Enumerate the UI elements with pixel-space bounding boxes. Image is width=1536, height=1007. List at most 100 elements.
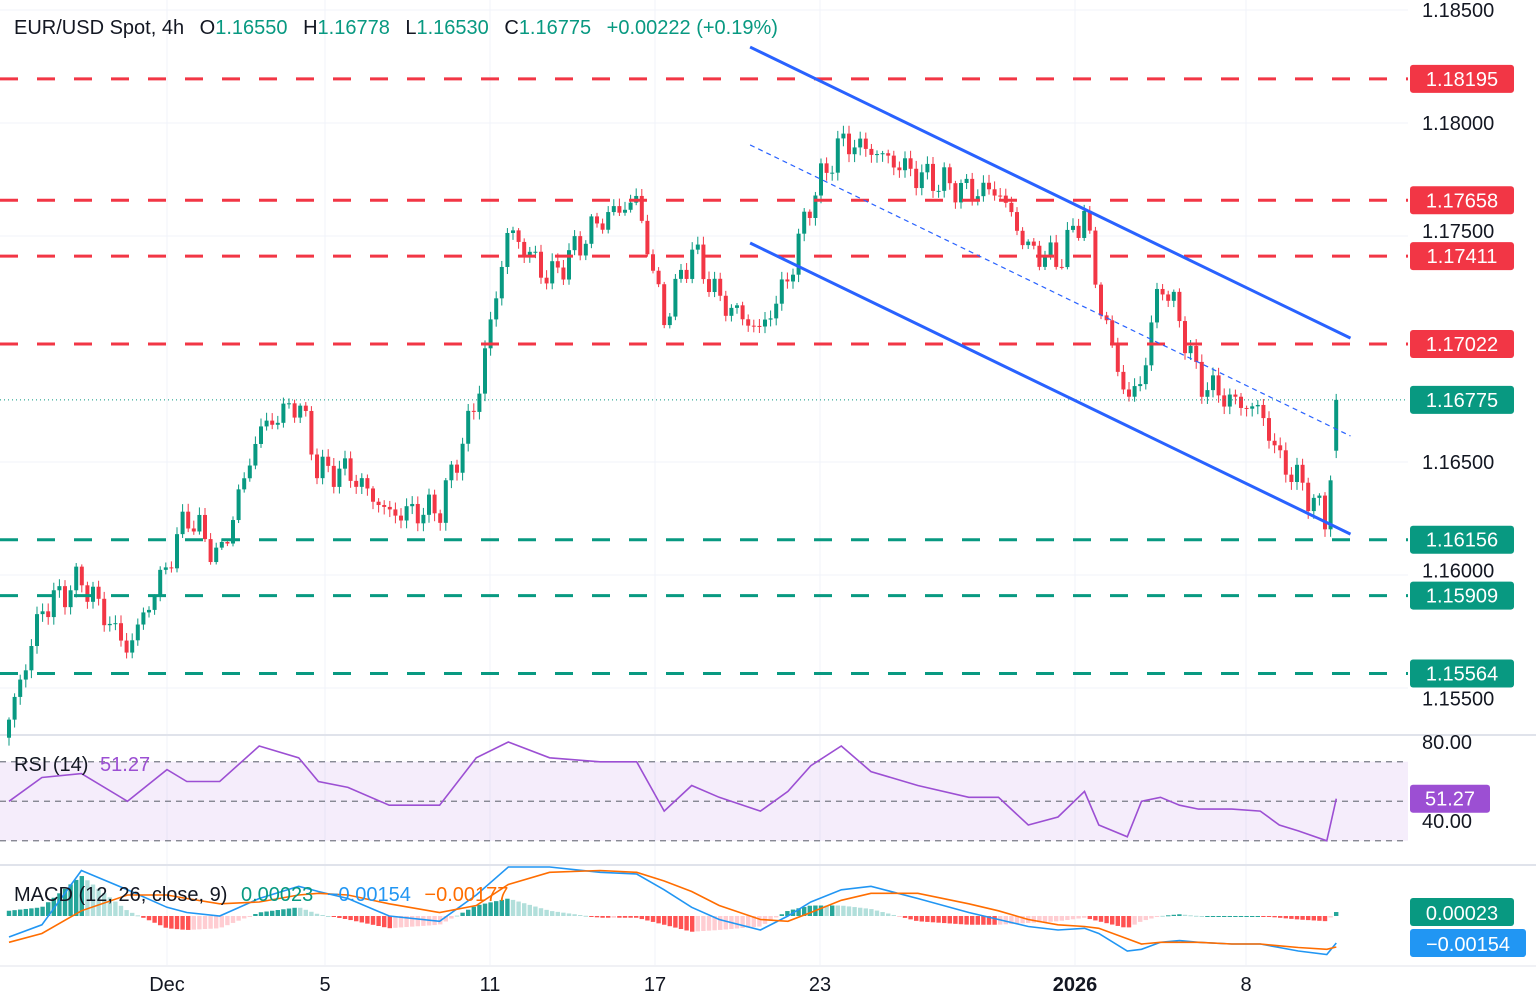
candle-body [964, 178, 969, 183]
candle-body [443, 480, 448, 523]
candle-body [533, 251, 538, 253]
descending-channel[interactable] [749, 45, 1352, 536]
time-tick-label: 11 [480, 974, 501, 996]
macd-signal-line [8, 869, 1337, 951]
macd-histogram-bar [981, 916, 986, 925]
candle-body [544, 277, 549, 284]
candle-body [1115, 343, 1120, 372]
channel-midline[interactable] [749, 144, 1351, 437]
macd-histogram-bar [897, 916, 902, 917]
candle-body [180, 511, 185, 535]
macd-histogram-bar [869, 909, 874, 916]
candle-body [903, 158, 907, 171]
macd-histogram-bar [242, 916, 247, 919]
macd-histogram-bar [1182, 914, 1188, 916]
candle-body [1188, 345, 1193, 354]
macd-histogram-bar [1283, 916, 1288, 919]
channel-lower-line[interactable] [749, 241, 1352, 536]
macd-histogram-bar [443, 916, 448, 922]
candle-body [1054, 242, 1059, 267]
price-axis[interactable]: 1.18500 1.18000 1.17500 1.16500 1.16000 1.155… [1422, 0, 1494, 711]
macd-histogram-bar [393, 916, 398, 928]
macd-histogram-bar [874, 910, 880, 916]
candle-body [1278, 445, 1283, 451]
candle-body [247, 465, 252, 479]
macd-histogram-bar [359, 916, 364, 923]
candle-body [1031, 241, 1036, 246]
candle-body [690, 249, 695, 279]
macd-histogram-bar [124, 910, 129, 916]
candle-body [527, 251, 532, 257]
macd-histogram-bar [348, 916, 353, 921]
candle-body [1222, 395, 1227, 407]
macd-histogram-bar [768, 916, 773, 921]
candle-body [886, 153, 891, 156]
macd-histogram-bar [1266, 916, 1272, 917]
macd-histogram-bar [1076, 916, 1081, 919]
candle-body [639, 195, 644, 221]
macd-histogram-bar [908, 916, 913, 920]
candle-body [1177, 291, 1182, 322]
support-badge [1410, 525, 1514, 554]
rsi-value-badge-label: 51.27 [1425, 789, 1475, 811]
macd-histogram-bar [701, 916, 706, 932]
time-tick-label: 2026 [1053, 974, 1098, 996]
candle-body [718, 278, 723, 296]
candle-body [555, 261, 560, 268]
channel-upper-line[interactable] [749, 45, 1352, 340]
candle-body [852, 147, 857, 155]
macd-histogram-bar [1020, 916, 1025, 924]
candle-body [63, 586, 67, 608]
candle-body [589, 216, 594, 244]
macd-histogram-bar [398, 916, 404, 928]
macd-histogram-bar [404, 916, 409, 928]
candle-body [287, 403, 291, 405]
macd-histogram-bar [421, 916, 426, 926]
macd-histogram-bar [1037, 916, 1042, 923]
macd-histogram-bar [645, 916, 650, 921]
candle-body [908, 158, 913, 169]
candle-body [998, 195, 1003, 197]
candle-body [175, 534, 179, 569]
macd-histogram-bar [130, 912, 135, 916]
resistance-badge [1410, 242, 1514, 271]
macd-histogram-bar [527, 904, 532, 916]
macd-label: MACD (12, 26, close, 9) [14, 884, 227, 906]
candle-body [1239, 396, 1243, 408]
candle-body [1071, 225, 1075, 230]
candle-body [421, 514, 426, 524]
candle-body [561, 267, 566, 280]
macd-histogram-bar [354, 916, 359, 922]
macd-histogram-bar [141, 916, 146, 918]
candle-body [147, 609, 151, 613]
candle-body [567, 250, 571, 280]
macd-histogram-bar [550, 911, 555, 916]
candle-body [203, 514, 207, 540]
candle-body [432, 494, 437, 514]
candle-body [1160, 288, 1165, 295]
macd-histogram-bar [471, 906, 476, 916]
support-badge-label: 1.15564 [1426, 664, 1498, 686]
time-axis[interactable]: Dec 5 11 17 23 2026 8 [149, 974, 1251, 996]
candle-body [1250, 406, 1255, 409]
macd-histogram-bar [589, 916, 594, 917]
candle-body [488, 319, 493, 349]
candle-body [1166, 294, 1171, 301]
candle-body [219, 541, 224, 548]
macd-histogram-bar [6, 910, 12, 916]
macd-histogram-bar [191, 916, 196, 930]
candle-body [735, 305, 739, 308]
macd-histogram-bar [29, 908, 34, 916]
macd-histogram-bar [650, 916, 656, 922]
macd-histogram-bar [1210, 916, 1216, 917]
macd-histogram-bar [880, 912, 885, 916]
candle-body [751, 325, 756, 327]
candle-body [723, 295, 728, 316]
macd-histogram-bar [499, 899, 504, 916]
candle-body [611, 206, 616, 213]
candle-body [757, 325, 762, 327]
macd-histogram-bar [1042, 916, 1048, 923]
macd-histogram-bar [723, 916, 728, 930]
candle-body [74, 566, 79, 591]
